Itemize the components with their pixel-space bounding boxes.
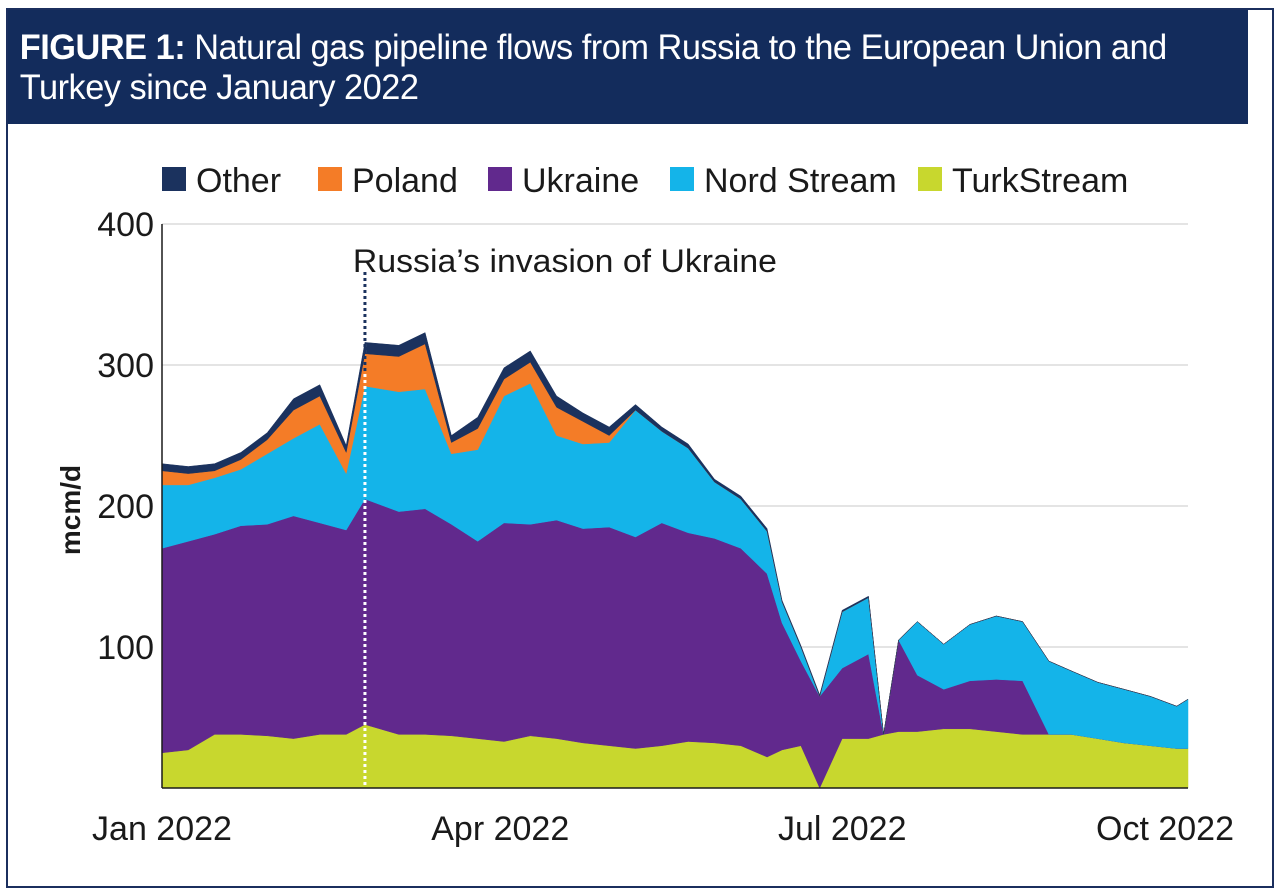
annotation-label: Russia’s invasion of Ukraine	[353, 243, 777, 279]
area-other	[161, 332, 1189, 735]
legend-item-ukraine: Ukraine	[488, 162, 639, 200]
legend-item-turkstream: TurkStream	[918, 162, 1128, 200]
legend-item-nord-stream: Nord Stream	[670, 162, 897, 200]
y-tick-label: 400	[97, 206, 154, 244]
legend: Other Poland Ukraine Nord Stream TurkStream	[162, 162, 1128, 200]
y-axis-label: mcm/d	[55, 465, 86, 555]
x-tick-label: Jan 2022	[92, 810, 232, 848]
legend-item-poland: Poland	[318, 162, 458, 200]
figure-title: Natural gas pipeline flows from Russia t…	[19, 28, 1167, 107]
x-tick-label: Apr 2022	[431, 810, 569, 848]
legend-swatch	[670, 167, 694, 191]
legend-label: Ukraine	[522, 162, 639, 200]
y-tick-label: 200	[97, 488, 154, 526]
legend-label: Other	[196, 162, 281, 200]
legend-swatch	[488, 167, 512, 191]
annotation: Russia’s invasion of Ukraine	[353, 243, 777, 788]
area-series	[161, 332, 1189, 789]
legend-item-other: Other	[162, 162, 281, 200]
legend-swatch	[318, 167, 342, 191]
legend-label: TurkStream	[952, 162, 1128, 200]
legend-label: Nord Stream	[704, 162, 897, 200]
x-tick-label: Jul 2022	[778, 810, 907, 848]
figure-header: FIGURE 1: Natural gas pipeline flows fro…	[8, 10, 1248, 124]
legend-swatch	[162, 167, 186, 191]
y-tick-label: 300	[97, 347, 154, 385]
figure-label: FIGURE 1:	[19, 28, 186, 67]
legend-swatch	[918, 167, 942, 191]
axes: 100 200 300 400 Jan 2022 Apr 2022 Jul 2022 Oct …	[55, 206, 1234, 848]
y-tick-label: 100	[97, 629, 154, 667]
x-tick-label: Oct 2022	[1096, 810, 1234, 848]
legend-label: Poland	[352, 162, 458, 200]
